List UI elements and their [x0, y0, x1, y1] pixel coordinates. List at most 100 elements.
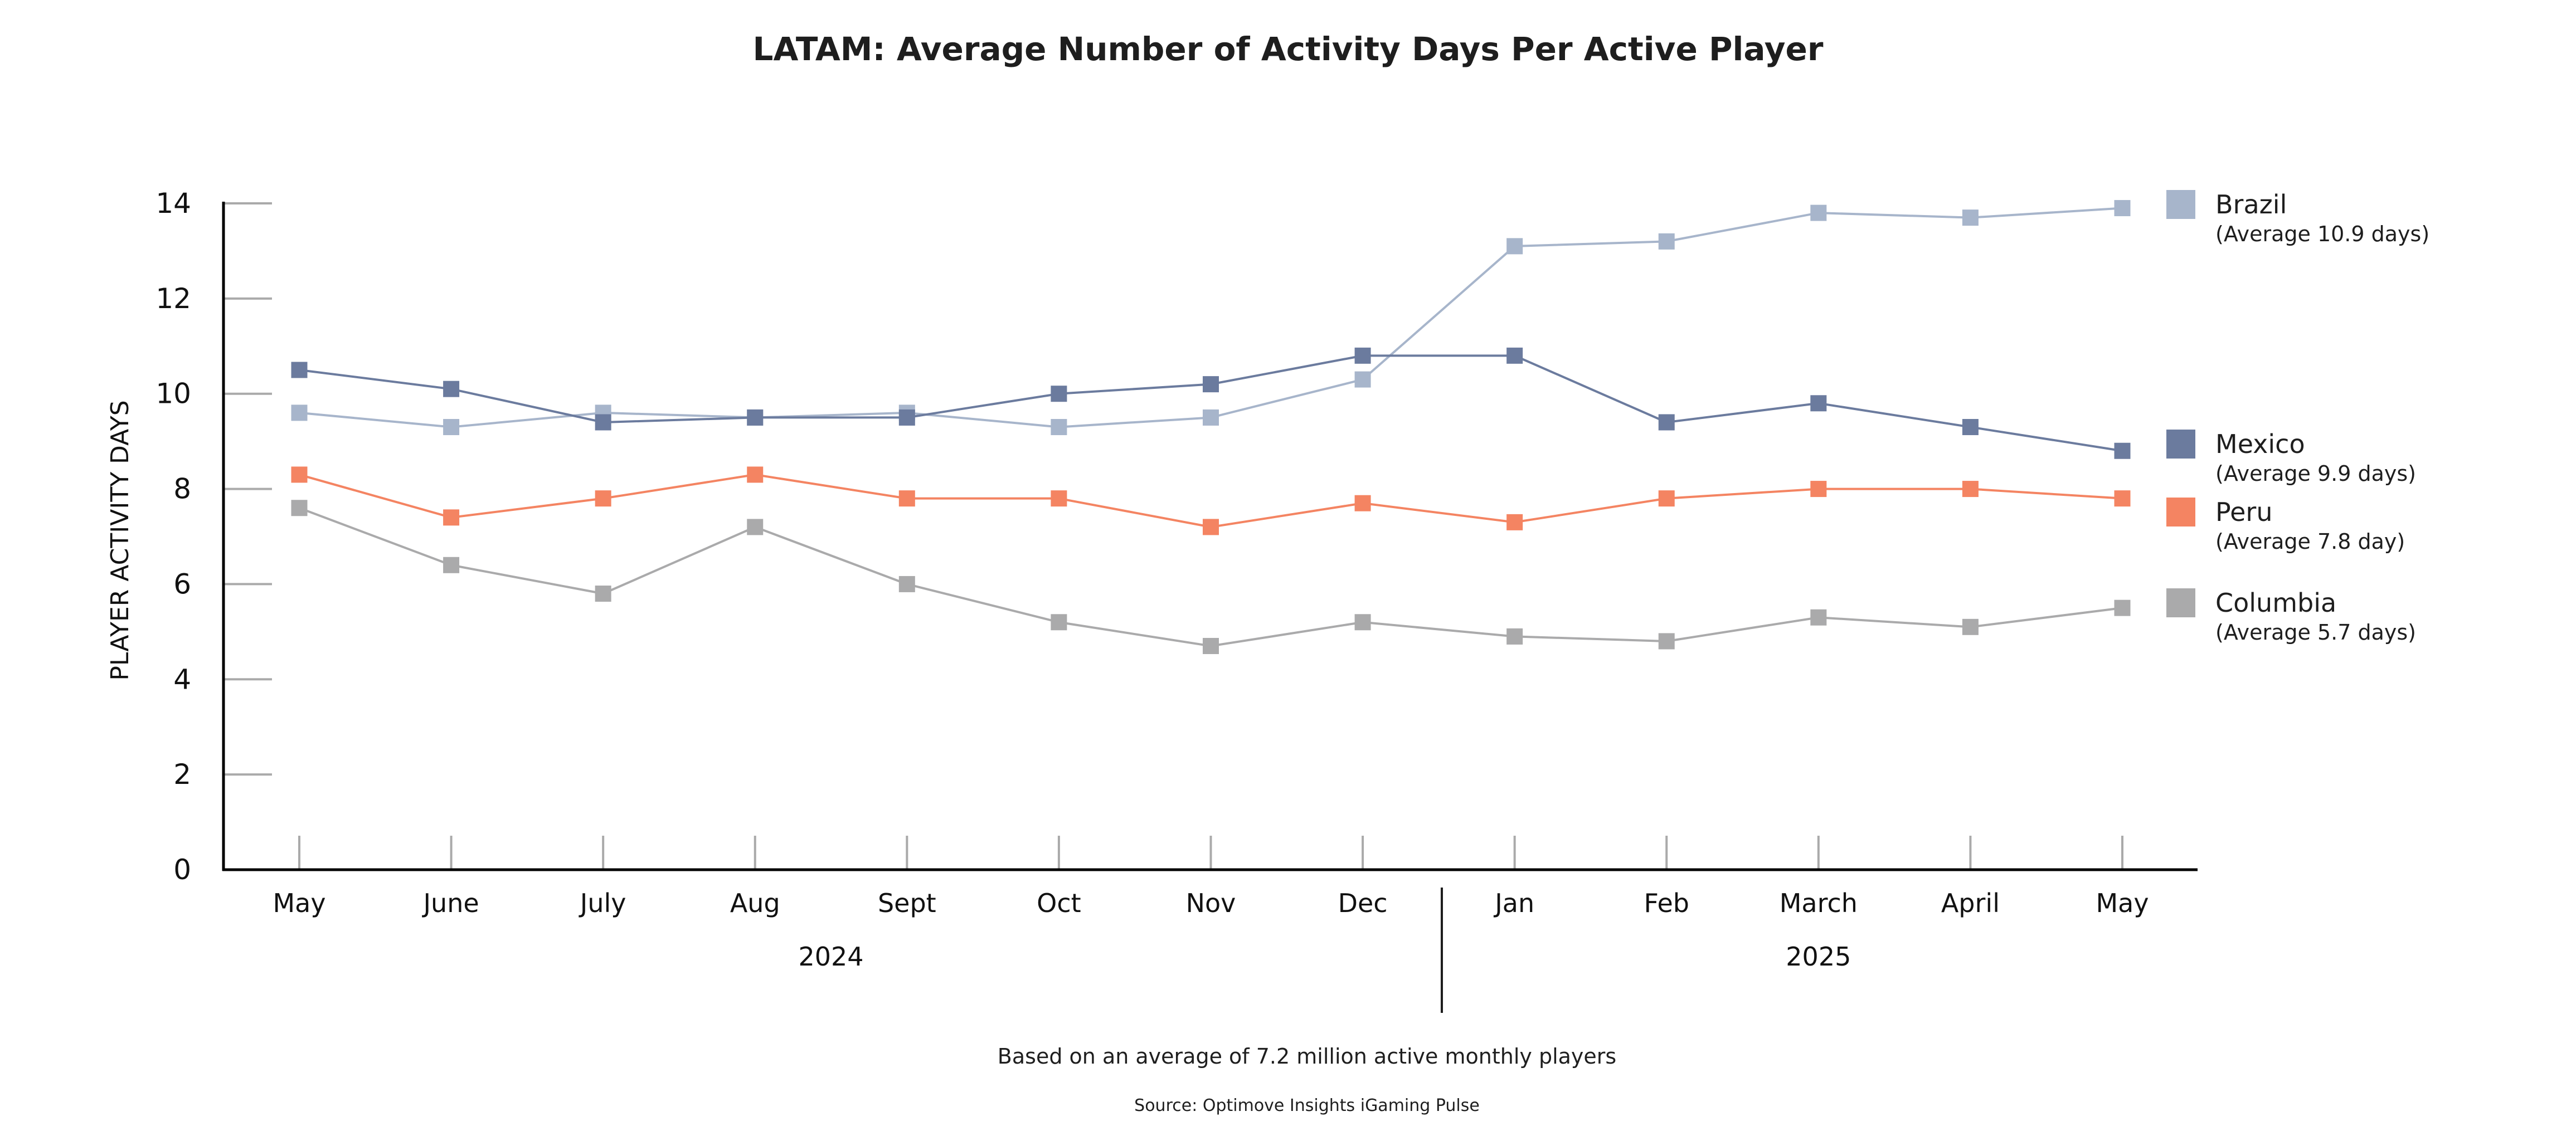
series-mexico [291, 347, 2131, 459]
data-point-marker [1203, 637, 1219, 654]
data-point-marker [747, 519, 764, 535]
data-point-marker [1354, 495, 1371, 511]
y-tick-label: 0 [173, 854, 191, 886]
x-tick-label: Aug [730, 888, 780, 918]
data-point-marker [898, 409, 915, 426]
legend-item-brazil: Brazil(Average 10.9 days) [2166, 189, 2429, 246]
legend-item-mexico: Mexico(Average 9.9 days) [2166, 429, 2416, 486]
legend-label: Peru [2215, 497, 2272, 527]
data-point-marker [291, 466, 308, 483]
x-tick-label: June [421, 888, 479, 918]
legend-item-columbia: Columbia(Average 5.7 days) [2166, 588, 2416, 645]
data-point-marker [898, 576, 915, 592]
data-point-marker [1051, 386, 1067, 402]
x-tick-label: Jan [1493, 888, 1534, 918]
data-point-marker [2114, 599, 2131, 616]
data-point-marker [1506, 628, 1523, 645]
series-columbia [291, 500, 2131, 654]
y-tick-label: 12 [155, 282, 191, 315]
legend-label: Mexico [2215, 429, 2305, 459]
y-axis: 0 2 4 6 8 10 12 14 [155, 187, 272, 886]
legend-average: (Average 5.7 days) [2215, 620, 2416, 645]
data-point-marker [1810, 395, 1827, 412]
data-point-marker [1962, 618, 1979, 635]
data-point-marker [443, 381, 460, 397]
data-point-marker [898, 490, 915, 507]
legend-average: (Average 7.8 day) [2215, 529, 2405, 554]
series-brazil [291, 200, 2131, 436]
data-point-marker [595, 586, 611, 602]
data-point-marker [1051, 419, 1067, 436]
data-point-marker [443, 509, 460, 526]
footnote: Based on an average of 7.2 million activ… [998, 1044, 1616, 1069]
data-point-marker [1203, 376, 1219, 393]
data-point-marker [747, 409, 764, 426]
x-tick-label: Dec [1338, 888, 1388, 918]
x-tick-label: May [273, 888, 325, 918]
legend-average: (Average 9.9 days) [2215, 461, 2416, 486]
y-tick-label: 8 [173, 473, 191, 505]
legend-average: (Average 10.9 days) [2215, 222, 2429, 246]
data-point-marker [291, 404, 308, 421]
data-point-marker [1203, 409, 1219, 426]
data-point-marker [2114, 200, 2131, 217]
series-line [299, 354, 2123, 452]
y-tick-label: 10 [155, 378, 191, 410]
legend-item-peru: Peru(Average 7.8 day) [2166, 497, 2405, 554]
x-tick-label: March [1780, 888, 1858, 918]
legend-label: Columbia [2215, 588, 2336, 618]
data-point-marker [1810, 204, 1827, 221]
data-point-marker [1354, 614, 1371, 631]
data-point-marker [1658, 633, 1675, 650]
data-point-marker [1506, 514, 1523, 530]
data-point-marker [1658, 414, 1675, 431]
data-point-marker [2114, 490, 2131, 507]
data-point-marker [1506, 347, 1523, 364]
data-point-marker [1810, 481, 1827, 498]
series-layer [291, 200, 2131, 654]
data-point-marker [1810, 609, 1827, 626]
data-point-marker [1658, 233, 1675, 250]
series-line [299, 207, 2123, 428]
x-tick-label: May [2096, 888, 2149, 918]
x-tick-label: July [579, 888, 626, 918]
x-tick-label: Sept [878, 888, 936, 918]
data-point-marker [595, 490, 611, 507]
x-tick-label: Nov [1186, 888, 1236, 918]
y-tick-label: 4 [173, 663, 191, 695]
data-point-marker [1051, 490, 1067, 507]
data-point-marker [1354, 371, 1371, 388]
data-point-marker [443, 419, 460, 436]
y-axis-label: PLAYER ACTIVITY DAYS [106, 400, 134, 680]
data-point-marker [1203, 519, 1219, 535]
legend-swatch [2166, 588, 2195, 617]
legend-swatch [2166, 498, 2195, 526]
data-point-marker [1354, 347, 1371, 364]
year-label: 2024 [799, 942, 864, 972]
y-tick-label: 6 [173, 568, 191, 600]
x-tick-label: April [1941, 888, 2000, 918]
year-label: 2025 [1786, 942, 1851, 972]
data-point-marker [2114, 442, 2131, 459]
data-point-marker [1051, 614, 1067, 631]
source-note: Source: Optimove Insights iGaming Pulse [1134, 1096, 1480, 1115]
data-point-marker [443, 557, 460, 573]
y-tick-label: 14 [155, 187, 191, 220]
legend: Brazil(Average 10.9 days)Mexico(Average … [2166, 189, 2429, 645]
data-point-marker [1962, 419, 1979, 436]
x-axis: May June July Aug Sept Oct Nov Dec Jan Feb March Ap… [273, 836, 2149, 918]
data-point-marker [1658, 490, 1675, 507]
x-tick-label: Feb [1644, 888, 1689, 918]
data-point-marker [595, 414, 611, 431]
legend-swatch [2166, 430, 2195, 459]
chart-title: LATAM: Average Number of Activity Days P… [753, 30, 1824, 68]
legend-label: Brazil [2215, 189, 2287, 220]
y-tick-label: 2 [173, 758, 191, 791]
data-point-marker [291, 362, 308, 378]
series-peru [291, 466, 2131, 535]
data-point-marker [1506, 238, 1523, 255]
x-tick-label: Oct [1037, 888, 1081, 918]
data-point-marker [291, 500, 308, 516]
legend-swatch [2166, 190, 2195, 219]
